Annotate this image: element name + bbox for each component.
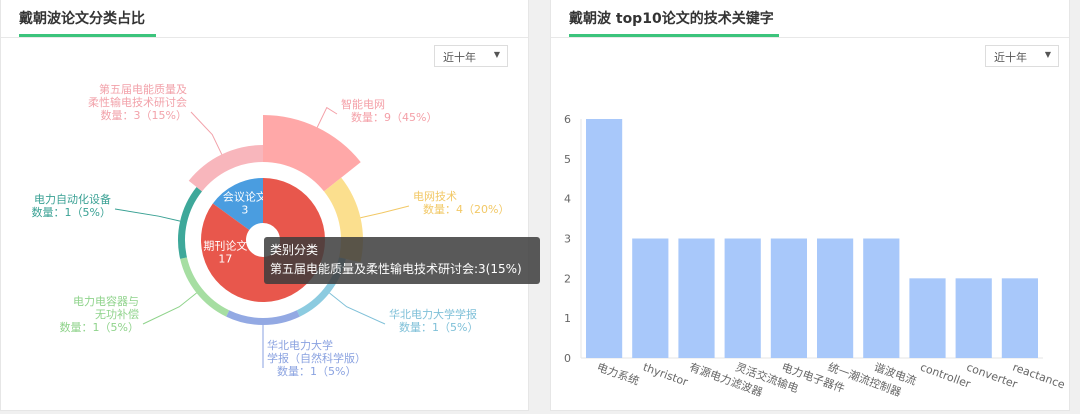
x-tick-label: converter bbox=[965, 361, 1020, 392]
slice-label: 第五届电能质量及 bbox=[99, 82, 187, 96]
slice-count: 数量：9（45%） bbox=[351, 111, 437, 124]
y-tick-label: 0 bbox=[564, 352, 571, 365]
bar-4 bbox=[770, 238, 807, 358]
slice-label: 华北电力大学 bbox=[267, 338, 333, 352]
bar-9 bbox=[1001, 278, 1038, 358]
x-tick-label: reactance bbox=[1011, 361, 1067, 392]
bar-3 bbox=[724, 238, 761, 358]
outer-slice-6 bbox=[188, 145, 263, 192]
period-select[interactable]: 近十年 ▼ bbox=[985, 45, 1059, 67]
period-select[interactable]: 近十年 ▼ bbox=[434, 45, 508, 67]
tooltip: 类别分类 第五届电能质量及柔性输电技术研讨会:3(15%) bbox=[264, 237, 540, 284]
label-line bbox=[316, 106, 338, 128]
slice-label: 学报（自然科学版） bbox=[267, 351, 366, 365]
category-ratio-panel: 戴朝波论文分类占比 近十年 ▼ 会议论文 3 期刊论文 17 智能电网 数量：9（45%） 电… bbox=[0, 0, 540, 411]
slice-count: 数量：1（5%） bbox=[32, 206, 111, 219]
slice-count: 数量：1（5%） bbox=[60, 321, 139, 334]
slice-label: 华北电力大学学报 bbox=[389, 307, 477, 321]
slice-count: 数量：1（5%） bbox=[277, 365, 356, 378]
divider bbox=[551, 37, 1069, 38]
bar-8 bbox=[955, 278, 992, 358]
outer-slice-4 bbox=[180, 257, 230, 317]
inner-slice-0 bbox=[212, 178, 263, 231]
caret-down-icon: ▼ bbox=[493, 50, 500, 59]
bar-6 bbox=[863, 238, 900, 358]
y-tick-label: 4 bbox=[564, 193, 571, 206]
slice-count: 数量：3（15%） bbox=[101, 109, 187, 122]
label-line bbox=[114, 208, 181, 222]
title-underline bbox=[569, 34, 779, 37]
slice-count: 数量：1（5%） bbox=[399, 321, 478, 334]
y-tick-label: 6 bbox=[564, 113, 571, 126]
tooltip-title: 类别分类 bbox=[270, 243, 319, 257]
slice-label: 电力电容器与 bbox=[73, 294, 139, 308]
caret-down-icon: ▼ bbox=[1044, 50, 1051, 59]
period-select-value: 近十年 bbox=[994, 51, 1027, 64]
slice-count: 数量：4（20%） bbox=[423, 203, 509, 216]
period-select-value: 近十年 bbox=[443, 51, 476, 64]
slice-label: 柔性输电技术研讨会 bbox=[88, 95, 187, 109]
slice-label: 电网技术 bbox=[413, 190, 457, 203]
title-underline bbox=[19, 34, 156, 37]
label-line bbox=[142, 292, 197, 325]
slice-label: 电力自动化设备 bbox=[34, 192, 111, 206]
slice-label: 智能电网 bbox=[341, 97, 385, 111]
label-line bbox=[329, 292, 386, 325]
label-line bbox=[360, 205, 410, 219]
panel-title: 戴朝波论文分类占比 bbox=[19, 11, 145, 27]
x-tick-label: thyristor bbox=[641, 361, 690, 389]
keywords-panel: 戴朝波 top10论文的技术关键字 近十年 ▼ 0 1 2 3 4 5 6 电力系统 thyris… bbox=[550, 0, 1070, 411]
slice-label: 无功补偿 bbox=[95, 307, 139, 321]
y-tick-label: 2 bbox=[564, 272, 571, 285]
panel-title: 戴朝波 top10论文的技术关键字 bbox=[569, 11, 774, 27]
x-tick-label: controller bbox=[918, 361, 972, 391]
bar-0 bbox=[586, 119, 623, 358]
bar-2 bbox=[678, 238, 715, 358]
y-tick-label: 3 bbox=[564, 233, 571, 246]
x-tick-label: 电力系统 bbox=[595, 361, 641, 388]
bar-1 bbox=[632, 238, 669, 358]
bar-5 bbox=[817, 238, 854, 358]
y-tick-label: 1 bbox=[564, 312, 571, 325]
label-line bbox=[190, 111, 223, 155]
inner-slice-value: 3 bbox=[241, 203, 248, 216]
inner-slice-label: 期刊论文 bbox=[203, 239, 247, 253]
tooltip-text: 第五届电能质量及柔性输电技术研讨会:3(15%) bbox=[270, 262, 522, 276]
inner-slice-value: 17 bbox=[218, 253, 232, 266]
outer-slice-3 bbox=[226, 310, 300, 325]
outer-slice-5 bbox=[178, 187, 203, 259]
inner-slice-label: 会议论文 bbox=[223, 189, 267, 203]
y-tick-label: 5 bbox=[564, 153, 571, 166]
divider bbox=[1, 37, 528, 38]
outer-slice-0 bbox=[263, 115, 361, 192]
bar-7 bbox=[909, 278, 946, 358]
